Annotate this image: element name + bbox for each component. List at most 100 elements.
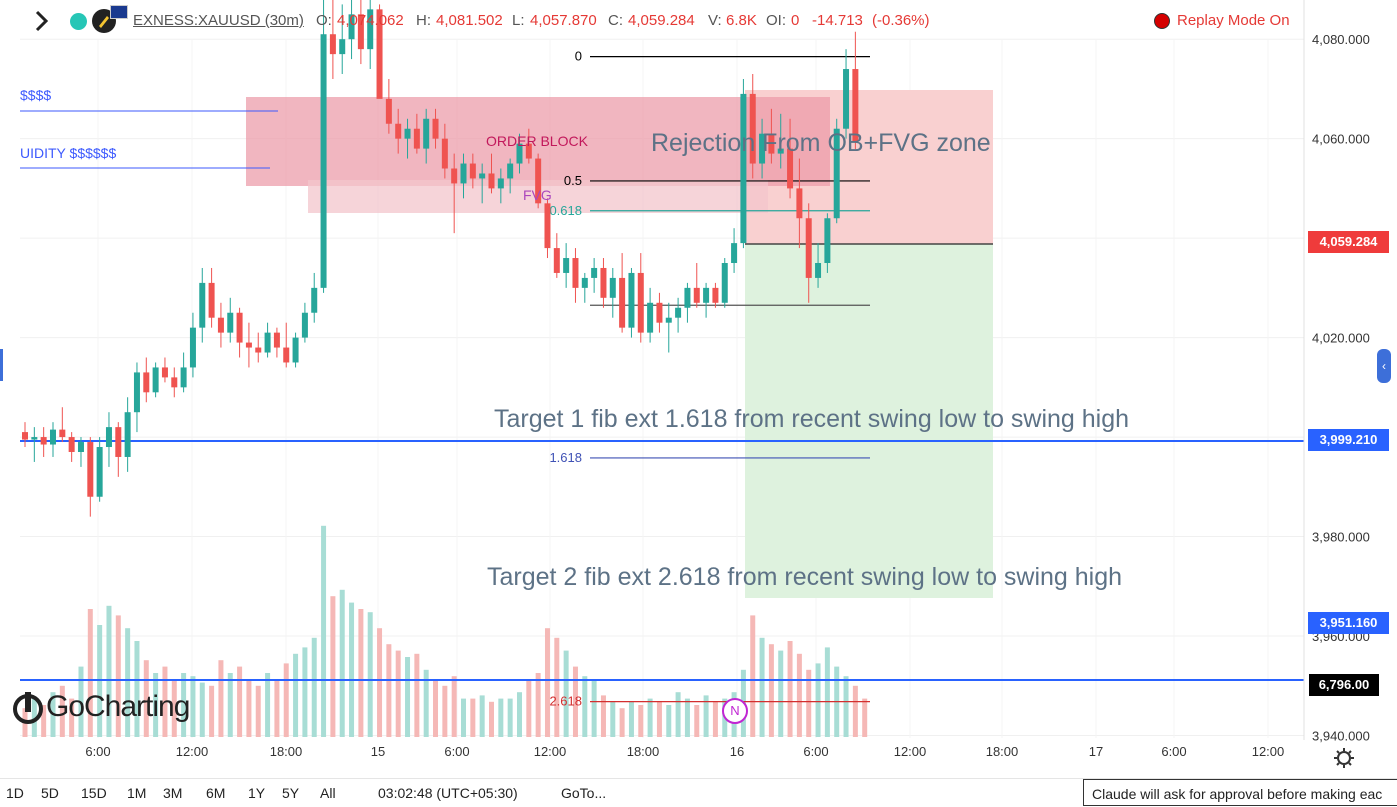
candle[interactable] [628,267,635,338]
candle[interactable] [385,78,392,134]
candle[interactable] [777,113,784,169]
candle[interactable] [469,153,476,189]
candle[interactable] [787,118,794,199]
candle[interactable] [591,258,598,293]
range-5y[interactable]: 5Y [282,785,300,801]
candle[interactable] [600,258,607,308]
chevron-right-icon[interactable] [30,8,52,34]
candle[interactable] [283,322,290,368]
range-6m[interactable]: 6M [206,785,226,801]
candle[interactable] [721,258,728,308]
candle[interactable] [404,118,411,159]
candle[interactable] [479,163,486,204]
range-15d[interactable]: 15D [81,785,107,801]
candle[interactable] [712,282,719,308]
candle[interactable] [199,267,206,343]
candle[interactable] [87,437,94,517]
range-1y[interactable]: 1Y [248,785,266,801]
candle[interactable] [731,228,738,273]
candle[interactable] [189,312,196,378]
candle[interactable] [507,158,514,194]
candle[interactable] [152,362,159,398]
candle[interactable] [805,203,812,303]
candle[interactable] [796,158,803,249]
goto-button[interactable]: GoTo... [561,785,607,801]
candle[interactable] [441,123,448,179]
candle[interactable] [217,302,224,348]
candle[interactable] [348,0,355,60]
candle[interactable] [852,31,859,150]
candle[interactable] [815,243,822,288]
candle[interactable] [581,272,588,303]
candle[interactable] [329,0,336,79]
candle[interactable] [124,397,131,472]
candle[interactable] [637,253,644,343]
candle[interactable] [488,153,495,194]
candle[interactable] [40,427,47,457]
candle[interactable] [273,327,280,358]
candle[interactable] [665,302,672,353]
candle[interactable] [357,0,364,65]
candle[interactable] [59,407,66,443]
candle[interactable] [227,297,234,343]
candle[interactable] [656,292,663,333]
candle[interactable] [22,422,28,448]
candle[interactable] [535,153,542,209]
candle[interactable] [143,357,150,403]
candle[interactable] [236,307,243,358]
left-panel-handle[interactable] [0,349,3,381]
candle[interactable] [833,118,840,224]
candle[interactable] [395,108,402,154]
candle[interactable] [684,282,691,323]
candle[interactable] [451,153,458,234]
candle[interactable] [703,282,710,318]
candle[interactable] [516,133,523,174]
candle[interactable] [245,322,252,368]
candle[interactable] [376,4,383,99]
candle[interactable] [553,233,560,278]
gear-icon[interactable] [1333,747,1355,769]
range-all[interactable]: All [320,785,336,801]
candle[interactable] [49,422,56,457]
candle[interactable] [367,0,374,70]
candle[interactable] [264,322,271,358]
candle[interactable] [115,422,122,477]
candle[interactable] [740,78,747,249]
range-5d[interactable]: 5D [41,785,59,801]
candle[interactable] [423,108,430,164]
candle[interactable] [824,213,831,273]
candle[interactable] [68,432,75,462]
candle[interactable] [161,357,168,383]
range-3m[interactable]: 3M [163,785,183,801]
right-panel-handle[interactable]: ‹ [1377,349,1391,383]
candle[interactable] [339,4,346,75]
candle[interactable] [31,427,38,462]
candle[interactable] [208,267,215,328]
candle[interactable] [133,362,140,433]
clock-readout[interactable]: 03:02:48 (UTC+05:30) [378,785,518,801]
candle[interactable] [460,153,467,199]
candle[interactable] [432,108,439,149]
symbol-label[interactable]: EXNESS:XAUUSD (30m) [133,12,304,29]
candle[interactable] [96,437,103,502]
candle[interactable] [292,332,299,368]
candle[interactable] [413,113,420,154]
candle[interactable] [105,412,112,467]
candle[interactable] [320,0,327,293]
candle[interactable] [647,287,654,343]
candle[interactable] [497,168,504,204]
candle[interactable] [525,128,532,164]
candle[interactable] [563,243,570,288]
news-badge[interactable]: N [722,698,748,724]
candle[interactable] [301,302,308,343]
candle[interactable] [843,49,850,139]
candle[interactable] [619,253,626,333]
range-1m[interactable]: 1M [127,785,147,801]
candle[interactable] [768,108,775,164]
candle[interactable] [255,332,262,363]
candle[interactable] [171,367,178,398]
candle[interactable] [544,198,551,259]
candle[interactable] [609,267,616,318]
candle[interactable] [759,118,766,179]
